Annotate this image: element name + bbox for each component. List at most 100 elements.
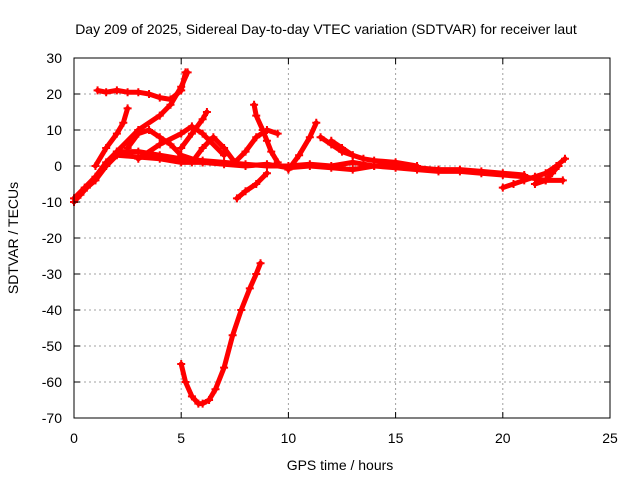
y-tick-label: -30 [42,266,62,282]
data-point [305,160,314,169]
data-point [252,270,261,278]
data-point [187,392,196,401]
data-point [198,144,207,152]
data-point [112,86,121,95]
grid-lines [74,58,610,418]
data-point [548,169,557,178]
data-point [558,176,567,185]
data-point [230,158,239,167]
data-point [241,160,250,169]
data-point [316,133,325,142]
x-axis-title: GPS time / hours [287,457,394,473]
data-point [273,129,282,138]
data-point [541,176,550,185]
data-point [166,100,175,109]
data-point [134,129,143,138]
data-point [237,306,246,314]
data-point [93,86,102,95]
data-point [145,126,154,134]
data-point [250,100,259,109]
data-point [455,165,464,174]
data-point [134,147,143,156]
data-point [112,129,121,138]
data-point [434,165,443,174]
data-point [220,363,229,372]
x-tick-label: 0 [70,430,78,446]
series-arc-15 [177,108,211,152]
data-point [198,158,207,167]
data-point [295,151,304,160]
series-end-hook [530,162,563,188]
data-point [477,167,486,176]
series-line [95,69,188,102]
data-point [262,136,271,145]
x-tick-label: 15 [388,430,404,446]
data-series [70,68,569,408]
data-point [123,88,132,97]
data-point [327,162,336,170]
data-point [177,144,186,152]
series-line [178,260,263,407]
data-point [187,129,196,138]
data-point [198,129,207,138]
data-point [187,158,196,167]
data-point [348,151,357,160]
data-point [554,162,563,170]
series-line [71,152,566,205]
data-point [177,82,186,91]
data-point [177,151,186,160]
data-point [181,378,190,386]
data-point [209,133,218,142]
series-main-band [70,151,567,206]
data-point [80,183,89,192]
data-point [359,154,368,163]
series-arc-10-b [134,122,229,163]
data-point [205,396,214,404]
x-tick-label: 20 [495,430,511,446]
data-point [262,162,271,170]
data-point [252,111,261,120]
data-point [530,180,539,188]
y-tick-label: -50 [42,338,62,354]
data-point [119,118,128,127]
y-tick-label: -40 [42,302,62,318]
data-point [155,151,164,160]
data-point [228,331,237,340]
series-arc-minus-9 [232,169,271,203]
data-point [145,90,154,98]
y-tick-label: -60 [42,374,62,390]
data-point [155,111,164,120]
data-point [348,165,357,174]
data-point [262,169,271,178]
series-line [135,123,227,162]
data-point [327,136,336,145]
data-point [520,176,529,185]
data-point [284,165,293,174]
y-tick-label: 10 [46,122,62,138]
y-axis-title: SDTVAR / TECUs [5,182,21,294]
data-point [348,158,357,167]
series-deep-dip [177,259,265,408]
data-point [91,162,100,170]
data-point [134,88,143,97]
data-point [211,385,220,394]
data-point [498,169,507,178]
data-point [245,284,254,293]
data-point [305,133,314,142]
data-point [91,172,100,181]
series-line [532,163,561,187]
data-point [134,154,143,163]
y-tick-label: 20 [46,86,62,102]
y-tick-label: -20 [42,230,62,246]
data-point [220,144,229,152]
y-tick-label: 30 [46,50,62,66]
data-point [391,158,400,167]
series-arc-17 [250,100,282,167]
series-arc-7 [327,136,357,160]
data-point [252,133,261,142]
x-tick-label: 5 [177,430,185,446]
y-tick-label: -10 [42,194,62,210]
data-point [256,259,265,268]
data-point [312,118,321,127]
